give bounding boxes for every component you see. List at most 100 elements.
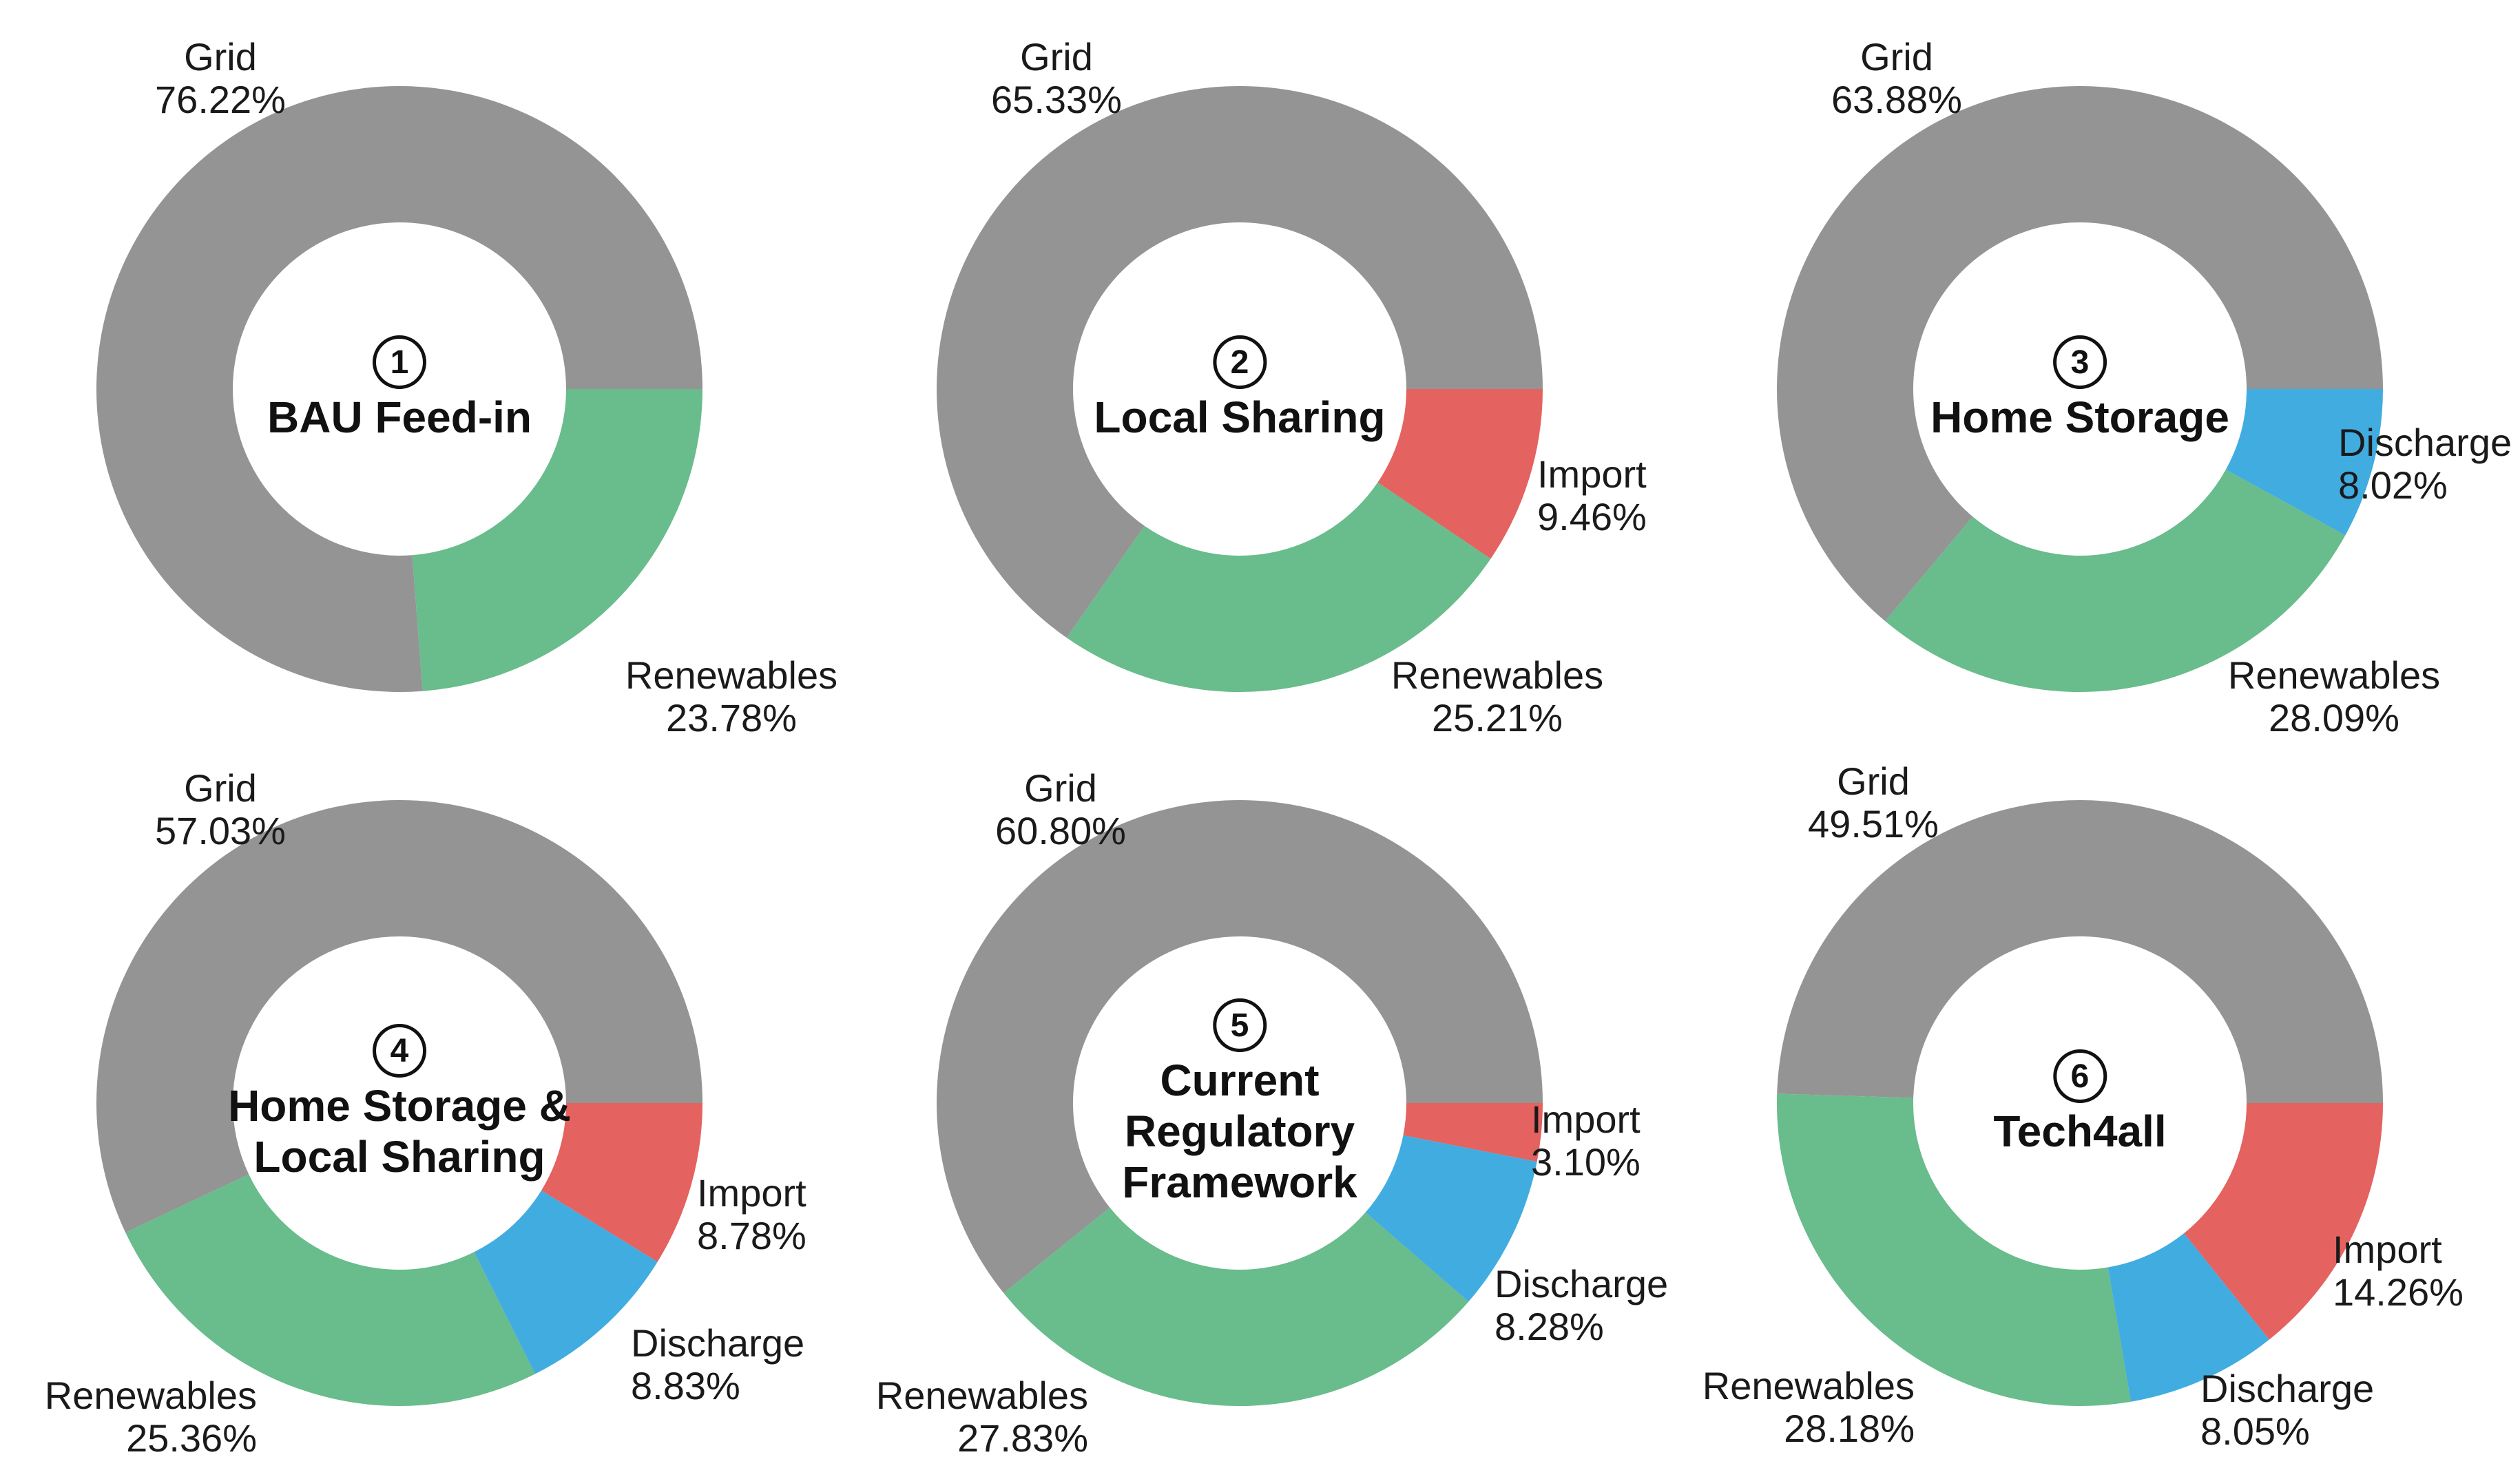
chart-panel-4: 4 Home Storage & Local Sharing Grid 57.03% Re…: [0, 740, 840, 1479]
slice-label-grid: Grid 63.88%: [1831, 36, 1962, 121]
slice-name: Discharge: [1495, 1262, 1669, 1305]
donut-slice-grid: [1777, 86, 2383, 622]
donut-slice-import: [1377, 389, 1543, 559]
donut-slice-discharge: [2225, 389, 2383, 536]
slice-pct: 8.78%: [697, 1214, 806, 1257]
slice-label-grid: Grid 49.51%: [1808, 760, 1939, 846]
chart-panel-3: 3 Home Storage Grid 63.88% Renewables 28.09% D…: [1680, 0, 2520, 740]
chart-number-badge: 2: [1213, 335, 1267, 389]
slice-label-renewables: Renewables 25.21%: [1391, 654, 1603, 740]
slice-pct: 3.10%: [1531, 1140, 1641, 1184]
chart-title-line: Current: [1160, 1056, 1320, 1105]
chart-center-label: 2 Local Sharing: [1094, 335, 1386, 443]
slice-pct: 28.18%: [1784, 1407, 1915, 1450]
chart-panel-6: 6 Tech4all Grid 49.51% Renewables 28.18% Disch…: [1680, 740, 2520, 1479]
slice-name: Grid: [1024, 766, 1097, 810]
slice-label-renewables: Renewables 23.78%: [625, 654, 837, 740]
chart-panel-1: 1 BAU Feed-in Grid 76.22% Renewables 23.78%: [0, 0, 840, 740]
donut-slice-renewables: [1777, 1093, 2132, 1406]
slice-pct: 63.88%: [1831, 78, 1962, 121]
donut-slice-renewables: [412, 389, 702, 691]
slice-label-discharge: Discharge 8.83%: [631, 1322, 804, 1407]
slice-name: Discharge: [2338, 421, 2512, 464]
donut-slice-discharge: [1365, 1135, 1537, 1302]
slice-name: Grid: [1837, 759, 1910, 803]
slice-pct: 23.78%: [666, 696, 797, 740]
slice-pct: 25.21%: [1432, 696, 1563, 740]
chart-center-label: 3 Home Storage: [1930, 335, 2229, 443]
chart-title-line: Regulatory: [1124, 1106, 1355, 1156]
donut-slice-grid: [936, 799, 1543, 1294]
slice-label-grid: Grid 76.22%: [155, 36, 286, 121]
donut-chart-2: [937, 85, 1543, 692]
donut-chart-1: [96, 86, 702, 693]
slice-name: Grid: [1020, 35, 1093, 78]
chart-title-line: Tech4all: [1993, 1106, 2167, 1156]
slice-pct: 57.03%: [155, 809, 286, 852]
slice-name: Renewables: [1391, 653, 1604, 697]
slice-pct: 28.09%: [2269, 696, 2399, 740]
chart-panel-2: 2 Local Sharing Grid 65.33% Renewables 25.21%…: [840, 0, 1680, 740]
chart-center-label: 6 Tech4all: [1993, 1049, 2167, 1157]
slice-label-renewables: Renewables 25.36%: [45, 1374, 257, 1460]
slice-pct: 27.83%: [957, 1416, 1088, 1460]
slice-label-grid: Grid 57.03%: [155, 767, 286, 852]
chart-title-line: Framework: [1122, 1157, 1357, 1207]
slice-label-discharge: Discharge 8.02%: [2338, 421, 2512, 507]
chart-number-badge: 1: [373, 335, 426, 389]
donut-chart-6: [1777, 800, 2383, 1406]
slice-pct: 14.26%: [2333, 1270, 2464, 1314]
slice-name: Renewables: [875, 1374, 1088, 1417]
slice-name: Renewables: [625, 653, 838, 697]
chart-number-badge: 5: [1213, 998, 1267, 1052]
slice-label-discharge: Discharge 8.05%: [2200, 1367, 2374, 1453]
donut-slice-grid: [937, 85, 1543, 638]
slice-label-import: Import 14.26%: [2333, 1228, 2464, 1314]
slice-name: Import: [2333, 1228, 2442, 1271]
slice-label-renewables: Renewables 28.18%: [1702, 1365, 1915, 1450]
slice-label-import: Import 8.78%: [697, 1172, 806, 1257]
chart-title-line: Local Sharing: [253, 1132, 545, 1182]
slice-name: Import: [697, 1171, 806, 1215]
donut-slice-renewables: [125, 1174, 536, 1406]
chart-number-badge: 6: [2053, 1049, 2107, 1103]
chart-center-label: 5 Current Regulatory Framework: [1122, 998, 1357, 1208]
slice-pct: 60.80%: [995, 809, 1126, 852]
donut-slice-discharge: [474, 1190, 658, 1374]
donut-slice-import: [541, 1103, 702, 1262]
slice-name: Grid: [184, 35, 257, 78]
slice-name: Renewables: [1702, 1364, 1915, 1407]
donut-chart-4: [96, 799, 702, 1406]
slice-pct: 25.36%: [126, 1416, 257, 1460]
slice-label-grid: Grid 65.33%: [991, 36, 1122, 121]
slice-name: Grid: [184, 766, 257, 810]
donut-chart-5: [936, 799, 1543, 1406]
chart-panel-5: 5 Current Regulatory Framework Grid 60.80% Ren…: [840, 740, 1680, 1479]
slice-label-grid: Grid 60.80%: [995, 767, 1126, 852]
slice-label-renewables: Renewables 28.09%: [2228, 654, 2440, 740]
chart-number-badge: 4: [373, 1024, 426, 1078]
donut-slice-grid: [96, 799, 702, 1233]
chart-title-line: Home Storage: [1930, 392, 2229, 442]
chart-number-badge: 3: [2053, 335, 2107, 389]
slice-name: Grid: [1860, 35, 1933, 78]
slice-pct: 8.05%: [2200, 1409, 2310, 1453]
donut-slice-renewables: [1003, 1207, 1469, 1406]
donut-slice-import: [2184, 1103, 2383, 1340]
slice-pct: 8.28%: [1495, 1305, 1604, 1348]
donut-chart-3: [1777, 86, 2383, 693]
chart-center-label: 1 BAU Feed-in: [267, 335, 532, 443]
donut-slice-grid: [1777, 800, 2383, 1103]
donut-slice-grid: [96, 86, 702, 693]
slice-label-discharge: Discharge 8.28%: [1495, 1263, 1668, 1348]
donut-slice-discharge: [2107, 1232, 2269, 1402]
donut-slice-renewables: [1066, 482, 1491, 692]
slice-pct: 8.02%: [2338, 463, 2448, 507]
slice-name: Renewables: [44, 1374, 257, 1417]
slice-label-renewables: Renewables 27.83%: [876, 1374, 1088, 1460]
donut-slice-import: [1403, 1103, 1543, 1162]
slice-name: Renewables: [2227, 653, 2441, 697]
chart-title-line: Local Sharing: [1094, 392, 1386, 442]
slice-name: Import: [1531, 1098, 1641, 1141]
